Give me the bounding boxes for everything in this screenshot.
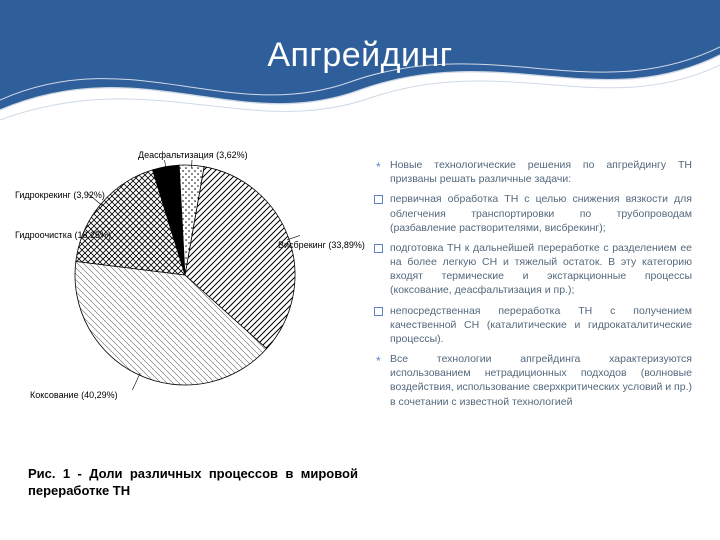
outro-bullet: Все технологии апгрейдинга характеризуют… — [372, 352, 692, 409]
body-bullet-text: непосредственная переработка ТН с получе… — [390, 305, 692, 345]
body-bullet: первичная обработка ТН с целью снижения … — [372, 192, 692, 235]
body-bullet: непосредственная переработка ТН с получе… — [372, 304, 692, 347]
body-bullet-text: первичная обработка ТН с целью снижения … — [390, 193, 692, 233]
slide: Апгрейдинг Висбрекинг (33,89%)Коксование… — [0, 0, 720, 540]
pie-slice-label: Висбрекинг (33,89%) — [278, 240, 365, 250]
slide-title: Апгрейдинг — [0, 36, 720, 75]
body-bullet: подготовка ТН к дальнейшей переработке с… — [372, 241, 692, 298]
outro-text: Все технологии апгрейдинга характеризуют… — [390, 353, 692, 408]
pie-slice-label: Деасфальтизация (3,62%) — [138, 150, 248, 160]
body-text: Новые технологические решения по апгрейд… — [372, 158, 692, 415]
pie-slice-label: Коксование (40,29%) — [30, 390, 118, 400]
pie-slice-label: Гидроочистка (18,25%) — [15, 230, 111, 240]
body-bullet-text: подготовка ТН к дальнейшей переработке с… — [390, 242, 692, 297]
intro-bullet: Новые технологические решения по апгрейд… — [372, 158, 692, 186]
pie-chart: Висбрекинг (33,89%)Коксование (40,29%)Ги… — [20, 150, 350, 450]
figure-caption: Рис. 1 - Доли различных процессов в миро… — [28, 466, 358, 500]
intro-text: Новые технологические решения по апгрейд… — [390, 159, 692, 185]
pie-slice-label: Гидрокрекинг (3,92%) — [15, 190, 105, 200]
